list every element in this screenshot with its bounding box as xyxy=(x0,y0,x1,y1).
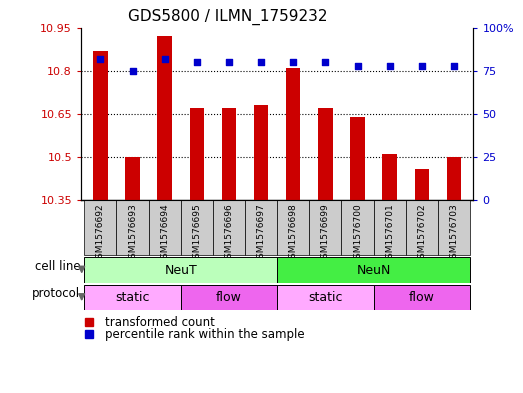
Text: protocol: protocol xyxy=(32,287,81,300)
Text: GSM1576697: GSM1576697 xyxy=(257,203,266,264)
Bar xyxy=(181,285,277,310)
Point xyxy=(450,62,458,69)
Text: GSM1576696: GSM1576696 xyxy=(224,203,233,264)
Bar xyxy=(189,108,204,200)
Bar xyxy=(277,285,373,310)
Bar xyxy=(213,200,245,255)
Bar xyxy=(84,257,277,283)
Bar xyxy=(181,200,213,255)
Bar xyxy=(222,108,236,200)
Bar xyxy=(318,108,333,200)
Text: NeuN: NeuN xyxy=(357,264,391,277)
Text: GSM1576693: GSM1576693 xyxy=(128,203,137,264)
Text: static: static xyxy=(115,291,150,304)
Text: GSM1576692: GSM1576692 xyxy=(96,203,105,264)
Text: transformed count: transformed count xyxy=(105,316,214,329)
Text: cell line: cell line xyxy=(35,260,81,273)
Bar xyxy=(277,257,470,283)
Point xyxy=(289,59,298,65)
Bar xyxy=(447,157,461,200)
Bar xyxy=(406,200,438,255)
Text: GSM1576695: GSM1576695 xyxy=(192,203,201,264)
Bar xyxy=(126,157,140,200)
Bar xyxy=(254,105,268,200)
Bar xyxy=(84,200,117,255)
Text: percentile rank within the sample: percentile rank within the sample xyxy=(105,328,304,341)
Bar xyxy=(157,36,172,200)
Point xyxy=(257,59,265,65)
Text: flow: flow xyxy=(216,291,242,304)
Text: GSM1576694: GSM1576694 xyxy=(160,203,169,264)
Point xyxy=(192,59,201,65)
Text: static: static xyxy=(308,291,343,304)
Text: GSM1576702: GSM1576702 xyxy=(417,203,426,264)
Point xyxy=(385,62,394,69)
Text: GSM1576703: GSM1576703 xyxy=(450,203,459,264)
Text: GDS5800 / ILMN_1759232: GDS5800 / ILMN_1759232 xyxy=(128,9,327,25)
Point xyxy=(354,62,362,69)
Point xyxy=(225,59,233,65)
Point xyxy=(321,59,329,65)
Bar xyxy=(309,200,342,255)
Point xyxy=(161,55,169,62)
Text: NeuT: NeuT xyxy=(164,264,197,277)
Bar xyxy=(373,200,406,255)
Bar xyxy=(382,154,397,200)
Bar xyxy=(350,117,365,200)
Bar xyxy=(438,200,470,255)
Bar xyxy=(149,200,181,255)
Text: GSM1576701: GSM1576701 xyxy=(385,203,394,264)
Text: GSM1576700: GSM1576700 xyxy=(353,203,362,264)
Bar xyxy=(286,68,301,200)
Point xyxy=(128,68,137,74)
Point xyxy=(96,55,105,62)
Bar xyxy=(415,169,429,200)
Bar xyxy=(342,200,373,255)
Bar xyxy=(93,51,108,200)
Bar xyxy=(245,200,277,255)
Bar xyxy=(84,285,181,310)
Bar xyxy=(277,200,309,255)
Text: GSM1576698: GSM1576698 xyxy=(289,203,298,264)
Bar xyxy=(117,200,149,255)
Point xyxy=(418,62,426,69)
Text: flow: flow xyxy=(409,291,435,304)
Text: GSM1576699: GSM1576699 xyxy=(321,203,330,264)
Bar xyxy=(373,285,470,310)
